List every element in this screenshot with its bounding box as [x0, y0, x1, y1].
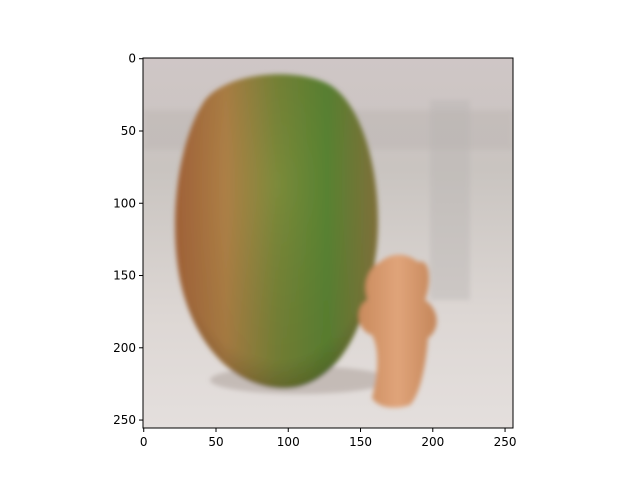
x-tick-label: 100 [277, 435, 300, 449]
y-tick-label: 150 [113, 269, 136, 283]
y-tick-label: 0 [128, 52, 136, 66]
y-tick-label: 50 [121, 124, 136, 138]
image [143, 58, 513, 428]
x-tick-label: 0 [140, 435, 148, 449]
y-tick-label: 100 [113, 196, 136, 210]
y-tick-label: 250 [113, 413, 136, 427]
x-tick-label: 50 [208, 435, 223, 449]
x-tick-label: 200 [421, 435, 444, 449]
x-tick-label: 150 [349, 435, 372, 449]
axes-frame [142, 57, 514, 429]
x-tick-label: 250 [494, 435, 517, 449]
y-tick-label: 200 [113, 341, 136, 355]
